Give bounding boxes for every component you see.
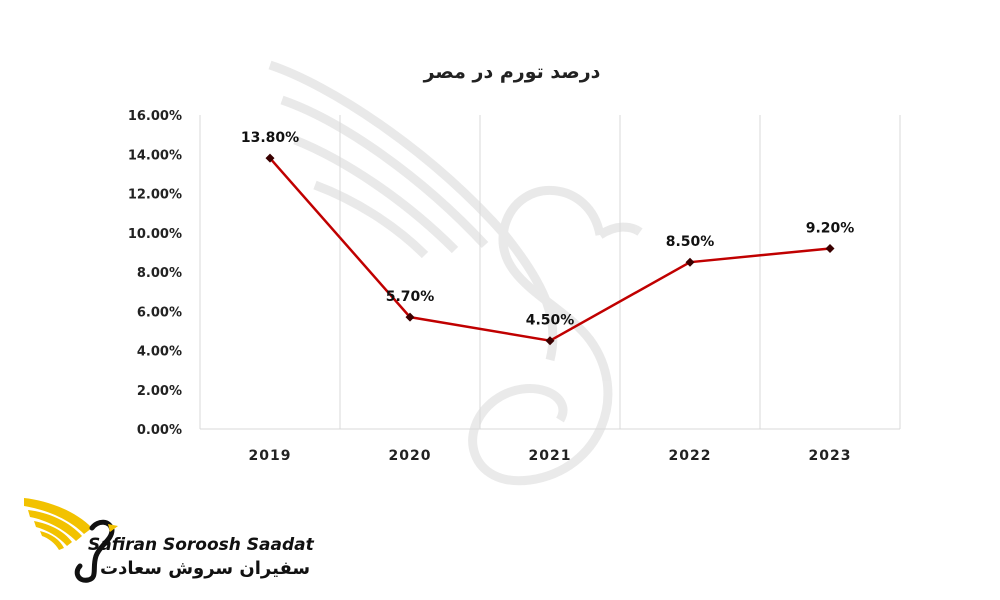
wing-icon xyxy=(24,498,118,583)
data-label: 13.80% xyxy=(241,130,299,146)
y-tick-label: 10.00% xyxy=(128,227,182,242)
logo-text-fa: سفیران سروش سعادت xyxy=(100,558,310,579)
y-tick-label: 16.00% xyxy=(128,109,182,124)
y-tick-label: 0.00% xyxy=(137,423,182,438)
data-point xyxy=(685,257,695,267)
y-tick-label: 2.00% xyxy=(137,384,182,399)
grid-lines xyxy=(199,115,901,430)
data-label: 8.50% xyxy=(666,234,715,250)
data-point xyxy=(825,243,835,253)
data-point xyxy=(265,153,275,163)
data-point xyxy=(545,336,555,346)
x-axis: 2019 2020 2021 2022 2023 xyxy=(249,448,852,464)
series-inflation xyxy=(265,153,835,346)
chart-title: درصد تورم در مصر xyxy=(423,61,601,83)
watermark-logo xyxy=(268,60,643,486)
data-labels: 13.80% 5.70% 4.50% 8.50% 9.20% xyxy=(241,130,854,329)
data-label: 9.20% xyxy=(806,220,855,236)
x-tick-label: 2021 xyxy=(529,448,572,464)
y-tick-label: 4.00% xyxy=(137,345,182,360)
x-tick-label: 2022 xyxy=(669,448,712,464)
y-axis: 0.00% 2.00% 4.00% 6.00% 8.00% 10.00% 12.00% 14.… xyxy=(128,109,182,438)
y-tick-label: 6.00% xyxy=(137,305,182,320)
y-tick-label: 8.00% xyxy=(137,266,182,281)
data-label: 5.70% xyxy=(386,289,435,305)
y-tick-label: 12.00% xyxy=(128,188,182,203)
data-point xyxy=(405,312,415,322)
logo-text-en: Safiran Soroosh Saadat xyxy=(88,535,315,555)
brand-logo: Safiran Soroosh Saadat سفیران سروش سعادت xyxy=(24,498,315,583)
y-tick-label: 14.00% xyxy=(128,148,182,163)
x-tick-label: 2019 xyxy=(249,448,292,464)
data-label: 4.50% xyxy=(526,313,575,329)
x-tick-label: 2023 xyxy=(809,448,852,464)
x-tick-label: 2020 xyxy=(389,448,432,464)
